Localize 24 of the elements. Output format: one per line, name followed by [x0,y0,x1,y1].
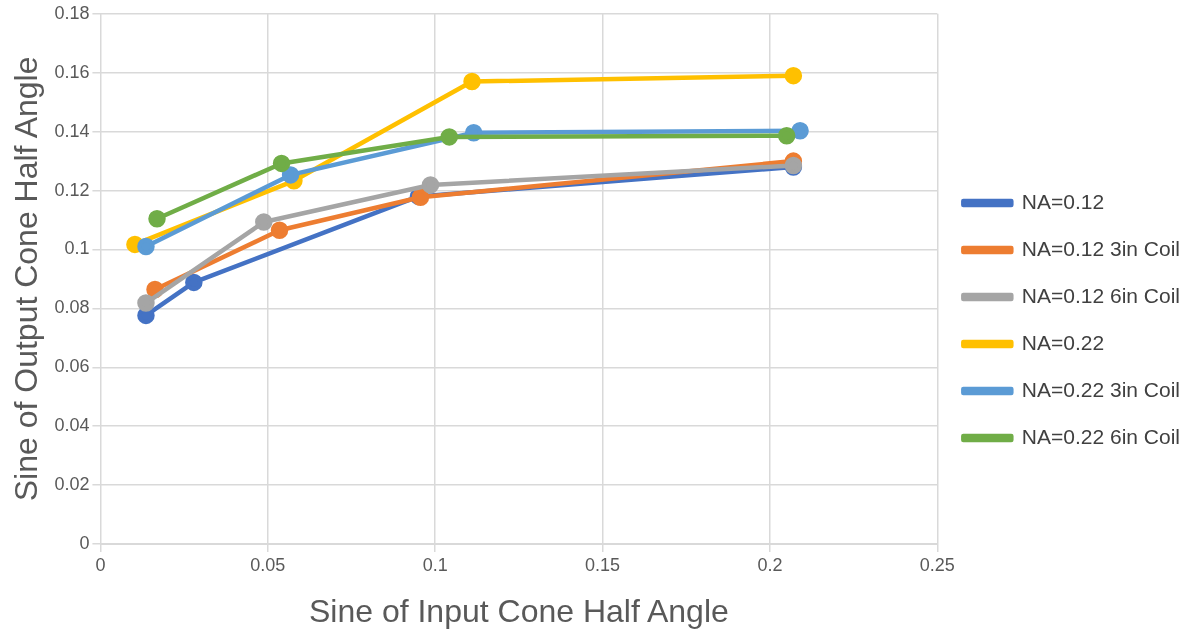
legend-label: NA=0.12 [1021,189,1105,213]
y-tick-label: 0.16 [54,61,90,82]
x-tick-label: 0 [95,554,106,575]
legend-label: NA=0.22 6in Coil [1021,424,1181,448]
x-tick-label: 0.25 [919,554,955,575]
y-tick-label: 0.08 [54,297,90,318]
legend-label: NA=0.22 3in Coil [1021,377,1181,401]
y-tick-label: 0.1 [64,238,90,259]
legend-label: NA=0.12 6in Coil [1021,283,1181,307]
x-tick-label: 0.15 [585,554,621,575]
y-tick-label: 0.02 [54,474,90,495]
x-tick-label: 0.1 [422,554,448,575]
y-tick-label: 0 [79,532,90,553]
x-tick-label: 0.2 [757,554,783,575]
y-tick-label: 0.18 [54,2,90,23]
y-tick-label: 0.06 [54,356,90,377]
y-axis-title: Sine of Output Cone Half Angle [8,56,45,502]
y-tick-label: 0.04 [54,415,90,436]
legend-label: NA=0.12 3in Coil [1021,236,1181,260]
x-axis-title: Sine of Input Cone Half Angle [308,592,729,629]
x-tick-label: 0.05 [250,554,286,575]
y-tick-label: 0.14 [54,120,90,141]
y-tick-label: 0.12 [54,179,90,200]
legend-label: NA=0.22 [1021,330,1105,354]
